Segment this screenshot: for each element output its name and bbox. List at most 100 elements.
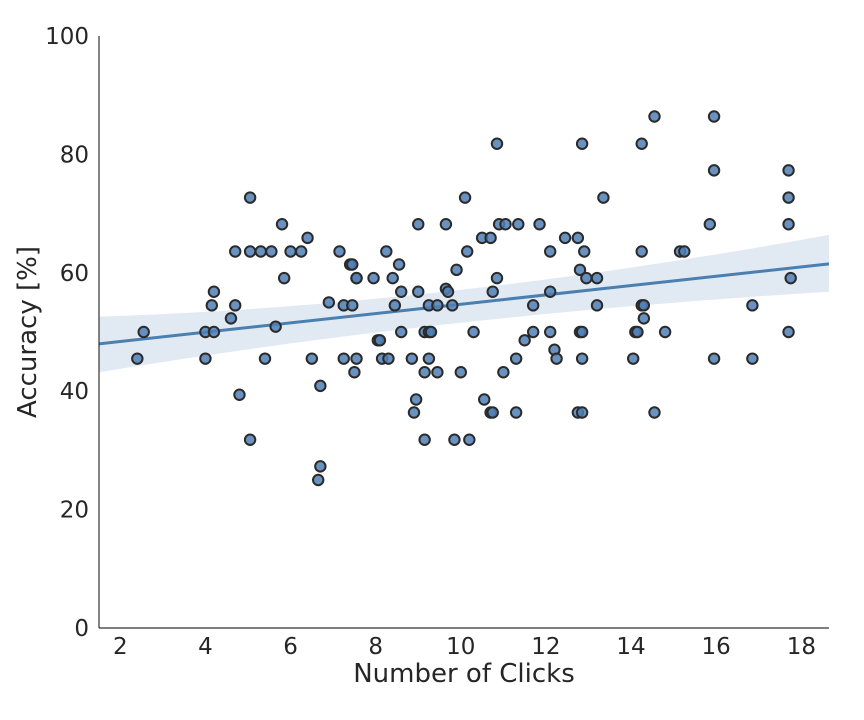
y-tick-label: 60 [60, 261, 89, 287]
scatter-point [269, 320, 282, 333]
scatter-point [597, 191, 610, 204]
scatter-point [467, 325, 480, 339]
scatter-point [746, 352, 759, 365]
scatter-point [648, 406, 661, 419]
scatter-point [631, 325, 644, 339]
scatter-point [137, 325, 150, 339]
scatter-point [284, 245, 297, 258]
scatter-point [131, 352, 144, 365]
scatter-point [543, 325, 557, 339]
scatter-point [314, 379, 327, 393]
scatter-point [422, 352, 436, 365]
scatter-point [243, 245, 257, 258]
scatter-point [575, 325, 589, 339]
scatter-point [333, 245, 346, 258]
scatter-point [526, 299, 540, 312]
scatter-point [518, 334, 531, 347]
y-tick-label: 80 [60, 142, 89, 168]
scatter-point [707, 352, 721, 365]
scatter-point [575, 352, 589, 365]
scatter-point [314, 460, 327, 473]
scatter-point [533, 218, 546, 231]
scatter-point [571, 231, 585, 245]
scatter-point [233, 388, 246, 401]
scatter-point [678, 245, 691, 258]
scatter-point [373, 334, 387, 347]
x-tick-label: 18 [787, 634, 816, 660]
x-tick-labels: 2 4 6 8 10 12 14 16 18 [113, 634, 816, 660]
y-tick-labels: 0 20 40 60 80 100 [45, 24, 89, 642]
x-tick-label: 10 [446, 634, 475, 660]
scatter-point [380, 245, 393, 258]
y-axis-title: Accuracy [%] [13, 246, 43, 418]
scatter-point [229, 245, 242, 258]
scatter-point [497, 366, 510, 379]
scatter-point [573, 263, 587, 277]
scatter-point [575, 406, 589, 419]
scatter-point [305, 352, 319, 365]
scatter-point [658, 325, 672, 339]
scatter-point [424, 325, 438, 339]
scatter-point [207, 285, 221, 298]
scatter-point [512, 218, 525, 231]
scatter-point [258, 352, 272, 365]
x-axis-title: Number of Clicks [353, 659, 575, 689]
x-tick-label: 12 [531, 634, 560, 660]
x-tick-label: 14 [616, 634, 645, 660]
scatter-point [207, 325, 221, 339]
scatter-point [346, 258, 359, 271]
scatter-point [460, 245, 474, 258]
scatter-point [418, 433, 431, 446]
scatter-point [543, 245, 557, 258]
scatter-point [265, 245, 278, 258]
scatter-point [637, 312, 651, 325]
scatter-point [558, 231, 572, 245]
scatter-point [441, 285, 455, 298]
scatter-point [575, 137, 589, 150]
scatter-point [205, 299, 218, 312]
scatter-point [478, 393, 491, 406]
scatter-point [243, 191, 257, 204]
scatter-point [484, 231, 497, 245]
regression-line-layer [98, 262, 830, 346]
scatter-point [395, 325, 408, 339]
x-tick-label: 4 [198, 634, 213, 660]
scatter-point [431, 299, 444, 312]
scatter-point [490, 137, 504, 150]
scatter-point [312, 473, 325, 487]
scatter-point [782, 325, 795, 339]
regression-line [98, 262, 830, 346]
scatter-point [275, 218, 289, 231]
scatter-point [782, 218, 795, 231]
scatter-point [782, 191, 795, 204]
scatter-point [463, 433, 476, 446]
scatter-point [509, 352, 523, 365]
scatter-point [412, 218, 425, 231]
scatter-point [490, 271, 504, 285]
scatter-point [431, 366, 444, 379]
scatter-point [407, 406, 421, 419]
scatter-point [635, 245, 648, 258]
scatter-point [294, 245, 308, 258]
scatter-point [543, 285, 557, 298]
scatter-point [382, 352, 395, 365]
scatter-point [648, 110, 661, 123]
scatter-point [254, 245, 267, 258]
scatter-point [367, 271, 380, 285]
scatter-point [580, 271, 593, 285]
scatter-point [590, 299, 604, 312]
scatter-point [782, 164, 795, 177]
scatter-point [550, 352, 563, 365]
scatter-point [337, 352, 350, 365]
y-tick-label: 100 [45, 24, 89, 50]
x-tick-label: 16 [702, 634, 731, 660]
scatter-point [392, 258, 406, 271]
scatter-point [448, 433, 461, 446]
scatter-point [322, 296, 336, 309]
scatter-point [486, 285, 499, 298]
scatter-point [499, 218, 512, 231]
y-tick-label: 40 [60, 379, 89, 405]
scatter-point [784, 271, 797, 285]
scatter-point [439, 218, 453, 231]
scatter-point [454, 366, 468, 379]
